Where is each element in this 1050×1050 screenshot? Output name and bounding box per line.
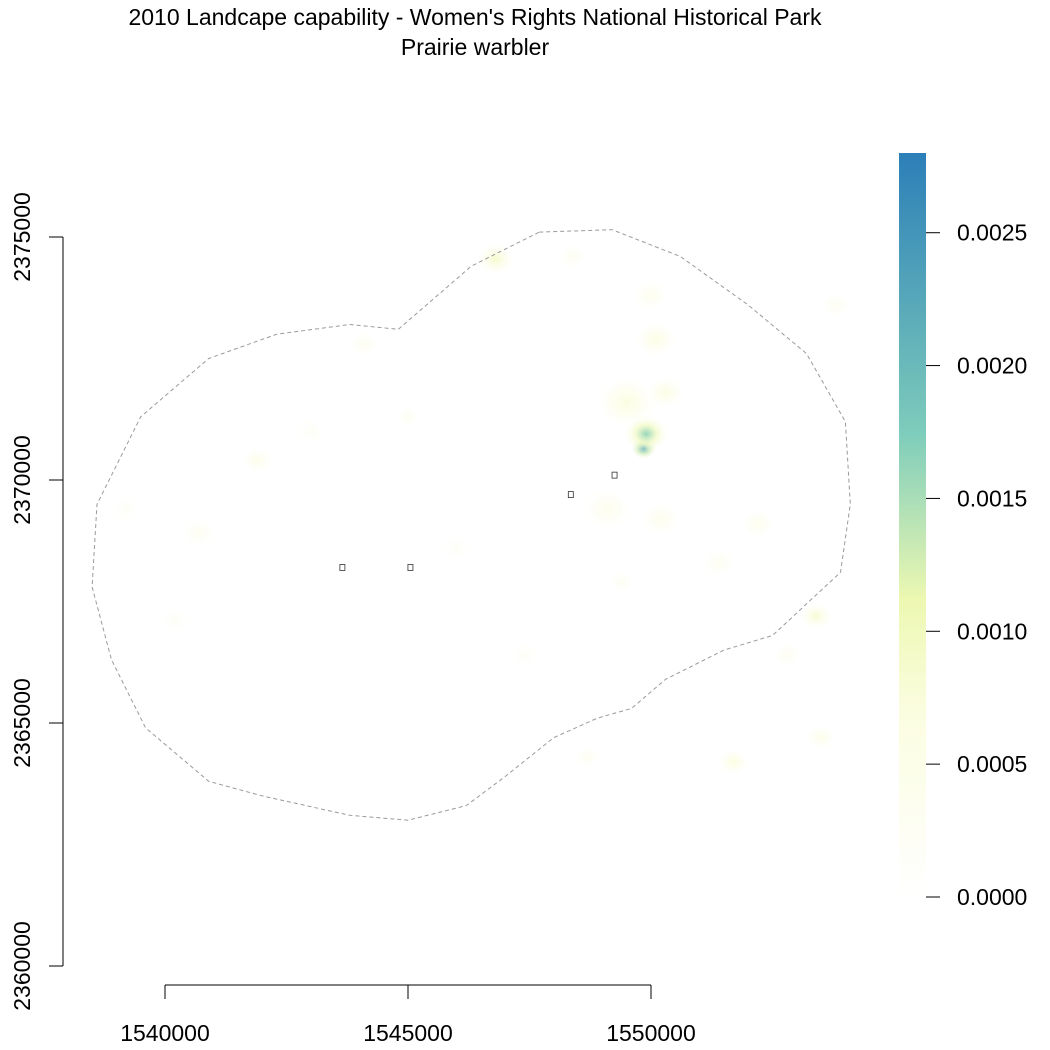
capability-hotspot [575,746,600,768]
x-tick-label: 1540000 [120,1020,210,1046]
map-subtitle: Prairie warbler [400,34,550,60]
capability-raster [111,243,851,775]
capability-hotspot [740,509,775,539]
legend-tick-label: 0.0000 [957,884,1027,910]
capability-hotspot [349,331,379,357]
capability-hotspot [633,280,669,310]
legend-color-bar [899,153,926,897]
y-tick-label: 2370000 [9,435,35,525]
capability-hotspot [806,725,836,750]
x-tick-label: 1545000 [363,1020,453,1046]
park-site-outline [567,491,574,498]
capability-hotspot [647,376,685,409]
capability-hotspot [242,448,272,473]
y-tick-label: 2360000 [9,921,35,1011]
legend-ticks: 0.0000 0.0005 0.0010 0.0015 0.0020 0.0025 [926,220,1027,910]
park-site-outline [611,471,618,479]
park-sites [339,471,618,571]
capability-hotspot [442,535,472,561]
capability-hotspot [111,496,141,522]
capability-hotspot [800,602,833,630]
legend-tick-label: 0.0005 [957,751,1027,777]
legend-tick-label: 0.0020 [957,353,1027,379]
legend-tick-label: 0.0015 [957,485,1027,511]
capability-hotspot [821,292,851,318]
capability-hotspot [477,243,514,275]
x-axis: 1540000 1545000 1550000 [120,984,696,1046]
legend-tick-label: 0.0010 [957,618,1027,644]
capability-hotspot [395,406,421,428]
capability-hotspot [635,321,677,357]
capability-hotspot [160,608,190,634]
capability-hotspot [772,642,802,668]
capability-hotspot [719,749,749,775]
capability-hotspot [296,419,326,444]
capability-hotspot [510,642,540,668]
capability-hotspot [609,571,634,593]
park-site-outline [339,564,346,571]
map-title: 2010 Landcape capability - Women's Right… [128,4,822,30]
capability-hotspot [641,502,681,536]
capability-hotspot [182,519,217,548]
capability-hotspot [582,488,632,530]
y-tick-label: 2365000 [9,678,35,768]
capability-hotspot [558,244,588,269]
park-site-outline [407,564,414,571]
analysis-boundary [91,229,851,821]
x-tick-label: 1550000 [606,1020,696,1046]
legend-tick-label: 0.0025 [957,220,1027,246]
capability-hotspot [702,548,737,578]
y-axis: 2360000 2365000 2370000 2375000 [9,192,64,1011]
y-tick-label: 2375000 [9,192,35,282]
capability-hotspot [597,377,656,428]
